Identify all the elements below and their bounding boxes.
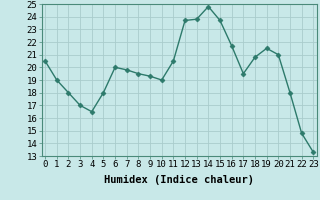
X-axis label: Humidex (Indice chaleur): Humidex (Indice chaleur) (104, 175, 254, 185)
